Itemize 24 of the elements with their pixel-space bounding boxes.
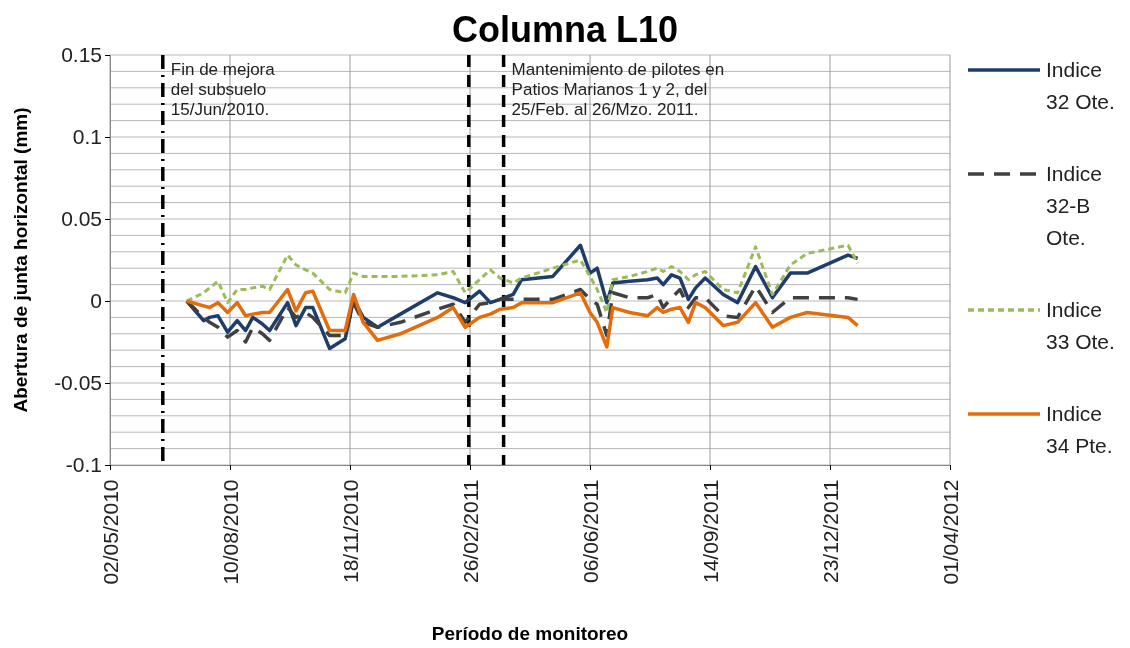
x-tick-label: 10/08/2010 bbox=[218, 479, 242, 585]
x-tick-label: 06/06/2011 bbox=[578, 479, 602, 584]
x-axis-title: Período de monitoreo bbox=[431, 623, 629, 644]
x-tick-label: 14/09/2011 bbox=[698, 479, 722, 584]
x-tick-label: 26/02/2011 bbox=[458, 479, 482, 584]
y-tick-label: 0 bbox=[90, 289, 102, 313]
y-tick-label: 0.1 bbox=[72, 125, 102, 149]
y-tick-label: -0.1 bbox=[65, 453, 102, 477]
y-tick-label: 0.15 bbox=[61, 43, 102, 67]
ref-line-label: Fin de mejora del subsuelo 15/Jun/2010. bbox=[170, 60, 276, 119]
line-series bbox=[185, 243, 860, 314]
chart-title: Columna L10 bbox=[451, 9, 679, 50]
legend-label: Indice 32-B Ote. bbox=[1046, 162, 1103, 249]
legend-label: Indice 33 Ote. bbox=[1046, 298, 1115, 353]
y-tick-label: 0.05 bbox=[61, 207, 102, 231]
legend-label: Indice 32 Ote. bbox=[1046, 58, 1115, 113]
x-tick-label: 02/05/2010 bbox=[98, 479, 122, 585]
y-tick-label: -0.05 bbox=[54, 371, 102, 395]
x-tick-label: 01/04/2012 bbox=[938, 479, 962, 585]
legend-label: Indice 34 Pte. bbox=[1046, 402, 1113, 457]
y-axis-title: Abertura de junta horizontal (mm) bbox=[10, 107, 31, 413]
ref-line-label: Mantenimiento de pilotes en Patios Marianos 1 y 2, del 25/Feb. al 26/Mzo. 2011. bbox=[511, 60, 725, 119]
x-tick-label: 18/11/2010 bbox=[338, 479, 362, 584]
x-tick-label: 23/12/2011 bbox=[818, 479, 842, 584]
